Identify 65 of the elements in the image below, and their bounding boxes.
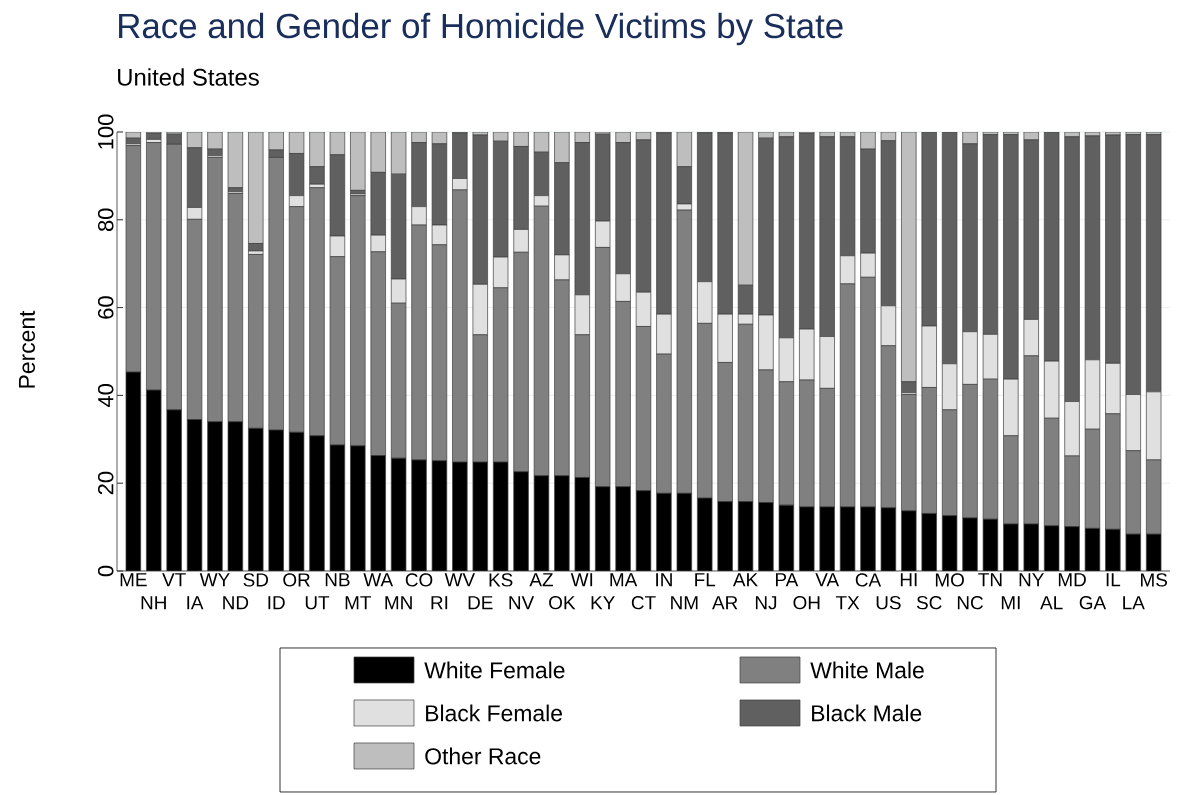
x-tick-label: PA [775,573,799,587]
x-tick-label: MD [1058,573,1086,587]
y-tick-label: 100 [97,114,114,149]
x-tick-label: FL [695,573,716,587]
y-tick-label: 20 [97,471,114,495]
legend-label: Other Race [425,747,541,765]
x-tick-label: AL [1040,596,1063,610]
x-tick-label: MI [1001,596,1020,610]
x-tick-label: MT [345,596,372,610]
x-tick-label: NC [957,595,983,610]
x-tick-label: VA [815,573,840,587]
x-tick-label: WY [199,573,230,587]
x-tick-label: WA [363,573,394,587]
legend-label: White Female [424,661,565,679]
x-tick-label: NM [671,596,698,610]
x-tick-label: KY [591,596,615,610]
x-tick-label: UT [305,596,330,610]
x-tick-label: NB [325,573,350,587]
x-tick-label: TN [978,573,1002,587]
x-tick-label: TX [835,596,860,610]
y-axis-title: Percent [19,310,35,388]
chart-subtitle: United States [118,68,259,86]
x-tick-label: VT [162,573,186,587]
x-tick-label: DE [468,596,493,610]
x-tick-label: AZ [529,573,553,587]
x-tick-label: SC [916,595,942,610]
x-tick-label: CT [631,595,656,610]
x-tick-label: OR [283,573,310,587]
x-tick-label: ID [268,596,285,610]
x-tick-label: WI [570,573,593,587]
x-tick-label: AR [712,596,738,610]
x-tick-label: OK [549,595,576,610]
y-tick-label: 60 [97,296,114,319]
x-tick-label: CA [855,573,882,587]
x-tick-label: MS [1141,573,1168,587]
x-tick-label: ME [120,573,147,587]
x-tick-label: NJ [755,596,777,610]
x-tick-label: HI [900,573,917,587]
legend-label: White Male [810,661,924,679]
x-tick-label: CO [405,573,433,587]
x-tick-label: RI [431,596,448,610]
legend-label: Black Male [812,704,922,722]
x-tick-label: MN [385,596,412,610]
x-tick-label: MO [935,573,964,587]
x-tick-label: LA [1123,596,1145,610]
x-tick-label: NY [1019,573,1044,587]
x-tick-label: AK [732,573,758,587]
y-tick-label: 80 [97,208,114,232]
x-tick-label: OH [793,595,820,610]
x-tick-label: NH [141,596,166,610]
legend-label: Black Female [426,704,562,722]
y-tick-label: 40 [97,384,114,408]
x-tick-label: NV [509,596,535,610]
x-tick-label: US [876,595,901,610]
x-tick-label: IL [1106,573,1121,587]
x-tick-label: GA [1079,595,1107,610]
x-tick-label: ND [223,596,249,610]
x-tick-label: KS [489,573,513,587]
x-tick-label: IA [187,596,204,610]
y-tick-label: 0 [97,565,114,577]
x-tick-label: WV [444,573,475,587]
x-tick-label: MA [610,573,638,587]
x-tick-label: IN [656,573,672,587]
chart-title: Race and Gender of Homicide Victims by State [119,12,843,46]
x-tick-label: SD [243,573,269,587]
